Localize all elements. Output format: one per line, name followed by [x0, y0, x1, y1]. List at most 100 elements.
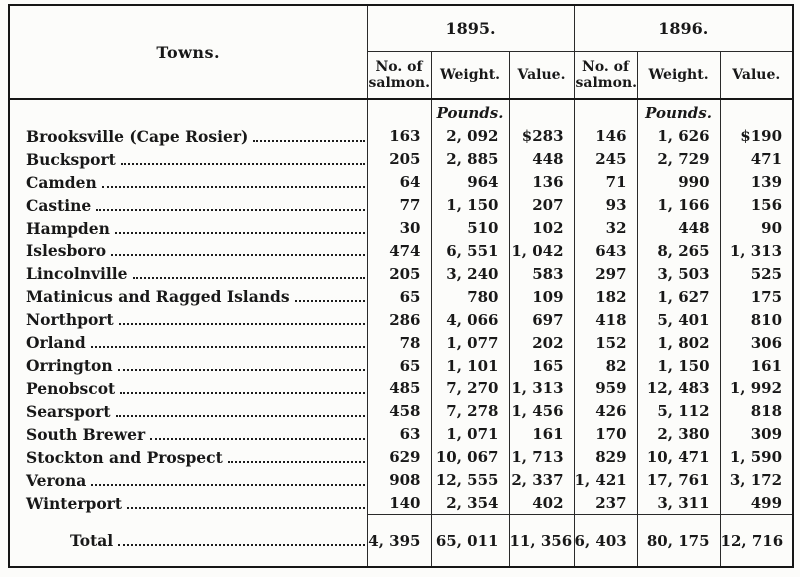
- leader-dots: [90, 346, 365, 349]
- cell-1895-weight: 4, 066: [430, 308, 509, 332]
- cell-1895-value: 136: [508, 170, 575, 194]
- cell-1896-value: 1, 590: [719, 445, 794, 469]
- units-row: Pounds. Pounds.: [9, 99, 794, 125]
- town-cell: Castine: [9, 194, 367, 217]
- leader-dots: [132, 277, 365, 280]
- cell-1896-value: 175: [719, 285, 794, 309]
- cell-1896-weight: 1, 626: [636, 125, 721, 148]
- cell-1896-salmon: 418: [573, 308, 638, 332]
- cell-1895-salmon: 65: [366, 285, 431, 309]
- cell-1895-value: 165: [508, 354, 575, 377]
- cell-1896-weight: 5, 401: [636, 308, 721, 332]
- town-cell: Orland: [9, 331, 367, 354]
- town-name: Matinicus and Ragged Islands: [26, 287, 290, 307]
- town-cell: Winterport: [9, 492, 367, 515]
- table-row: Searsport 458 7, 278 1, 456 426 5, 112 8…: [9, 399, 794, 423]
- leader-dots: [120, 391, 365, 394]
- cell-1896-value: 471: [719, 147, 794, 171]
- total-1896-salmon: 6, 403: [573, 514, 638, 567]
- cell-1895-weight: 1, 101: [430, 354, 509, 377]
- cell-1896-weight: 8, 265: [636, 239, 721, 263]
- salmon-statistics-table: Towns. 1895. 1896. No. of salmon. Weight…: [8, 4, 795, 568]
- cell-1896-salmon: 32: [573, 216, 638, 240]
- cell-1896-value: 139: [719, 170, 794, 194]
- table-row: Orland 78 1, 077 202 152 1, 802 306: [9, 331, 794, 355]
- town-name: Northport: [26, 310, 114, 330]
- town-cell: Hampden: [9, 217, 367, 240]
- town-cell: South Brewer: [9, 423, 367, 446]
- total-row: Total 4, 395 65, 011 11, 356 6, 403 80, …: [9, 514, 794, 567]
- cell-1896-salmon: 237: [573, 491, 638, 515]
- cell-1895-value: 202: [508, 331, 575, 355]
- cell-1895-salmon: 458: [366, 399, 431, 423]
- total-1895-weight: 65, 011: [430, 514, 509, 567]
- cell-1896-weight: 1, 166: [636, 193, 721, 217]
- cell-1895-weight: 6, 551: [430, 239, 509, 263]
- cell-1896-weight: 1, 802: [636, 331, 721, 355]
- table-row: Lincolnville 205 3, 240 583 297 3, 503 5…: [9, 262, 794, 286]
- table-row: Camden 64 964 136 71 990 139: [9, 170, 794, 194]
- leader-dots: [117, 369, 365, 372]
- leader-dots: [96, 208, 365, 211]
- cell-1895-value: 1, 042: [508, 239, 575, 263]
- cell-1895-salmon: 205: [366, 147, 431, 171]
- leader-dots: [253, 139, 365, 142]
- units-row-town-cell: [9, 99, 367, 125]
- cell-1896-salmon: 152: [573, 331, 638, 355]
- cell-1895-weight: 780: [430, 285, 509, 309]
- town-cell: Penobscot: [9, 377, 367, 400]
- table-row: Orrington 65 1, 101 165 82 1, 150 161: [9, 354, 794, 377]
- table-row: Winterport 140 2, 354 402 237 3, 311 499: [9, 491, 794, 515]
- table-footer: Total 4, 395 65, 011 11, 356 6, 403 80, …: [9, 514, 794, 567]
- cell-1895-weight: 2, 354: [430, 491, 509, 515]
- cell-1895-value: 402: [508, 491, 575, 515]
- cell-1895-salmon: 64: [366, 170, 431, 194]
- cell-1895-weight: 10, 067: [430, 445, 509, 469]
- cell-1895-salmon: 629: [366, 445, 431, 469]
- leader-dots: [118, 543, 365, 546]
- col-header-1896-value: Value.: [719, 51, 794, 100]
- cell-1895-salmon: 474: [366, 239, 431, 263]
- table-row: South Brewer 63 1, 071 161 170 2, 380 30…: [9, 422, 794, 446]
- cell-1896-salmon: 297: [573, 262, 638, 286]
- cell-1895-salmon: 205: [366, 262, 431, 286]
- table-body: Pounds. Pounds. Brooksville (Cape Rosier…: [9, 99, 794, 515]
- cell-1895-value: 1, 456: [508, 399, 575, 423]
- table-row: Islesboro 474 6, 551 1, 042 643 8, 265 1…: [9, 239, 794, 263]
- cell-1895-value: 448: [508, 147, 575, 171]
- town-name: South Brewer: [26, 424, 146, 444]
- table-row: Brooksville (Cape Rosier) 163 2, 092 $28…: [9, 125, 794, 148]
- cell-1896-value: 818: [719, 399, 794, 423]
- total-1895-salmon: 4, 395: [366, 514, 431, 567]
- col-header-1895-weight: Weight.: [430, 51, 509, 100]
- cell-1896-weight: 17, 761: [636, 468, 721, 492]
- cell-1896-salmon: 93: [573, 193, 638, 217]
- table-row: Stockton and Prospect 629 10, 067 1, 713…: [9, 445, 794, 469]
- year-1896-header: 1896.: [573, 5, 794, 52]
- table-header: Towns. 1895. 1896. No. of salmon. Weight…: [9, 5, 794, 100]
- cell-1896-weight: 1, 627: [636, 285, 721, 309]
- cell-1895-value: $283: [508, 125, 575, 148]
- total-label-cell: Total: [9, 515, 367, 567]
- cell-1896-weight: 990: [636, 170, 721, 194]
- table-row: Verona 908 12, 555 2, 337 1, 421 17, 761…: [9, 468, 794, 492]
- cell-1896-value: 309: [719, 422, 794, 446]
- town-name: Camden: [26, 172, 97, 192]
- cell-1895-weight: 7, 278: [430, 399, 509, 423]
- leader-dots: [101, 185, 365, 188]
- cell-1895-value: 102: [508, 216, 575, 240]
- cell-1896-value: 525: [719, 262, 794, 286]
- town-cell: Bucksport: [9, 148, 367, 171]
- town-name: Hampden: [26, 218, 110, 238]
- cell-1896-weight: 2, 729: [636, 147, 721, 171]
- town-cell: Orrington: [9, 354, 367, 377]
- cell-1895-value: 2, 337: [508, 468, 575, 492]
- cell-1895-weight: 510: [430, 216, 509, 240]
- cell-1896-weight: 10, 471: [636, 445, 721, 469]
- cell-1896-weight: 3, 503: [636, 262, 721, 286]
- cell-1896-weight: 448: [636, 216, 721, 240]
- cell-1896-value: 156: [719, 193, 794, 217]
- cell-1896-weight: 12, 483: [636, 376, 721, 400]
- col-header-1896-salmon: No. of salmon.: [573, 51, 638, 100]
- cell-1895-salmon: 78: [366, 331, 431, 355]
